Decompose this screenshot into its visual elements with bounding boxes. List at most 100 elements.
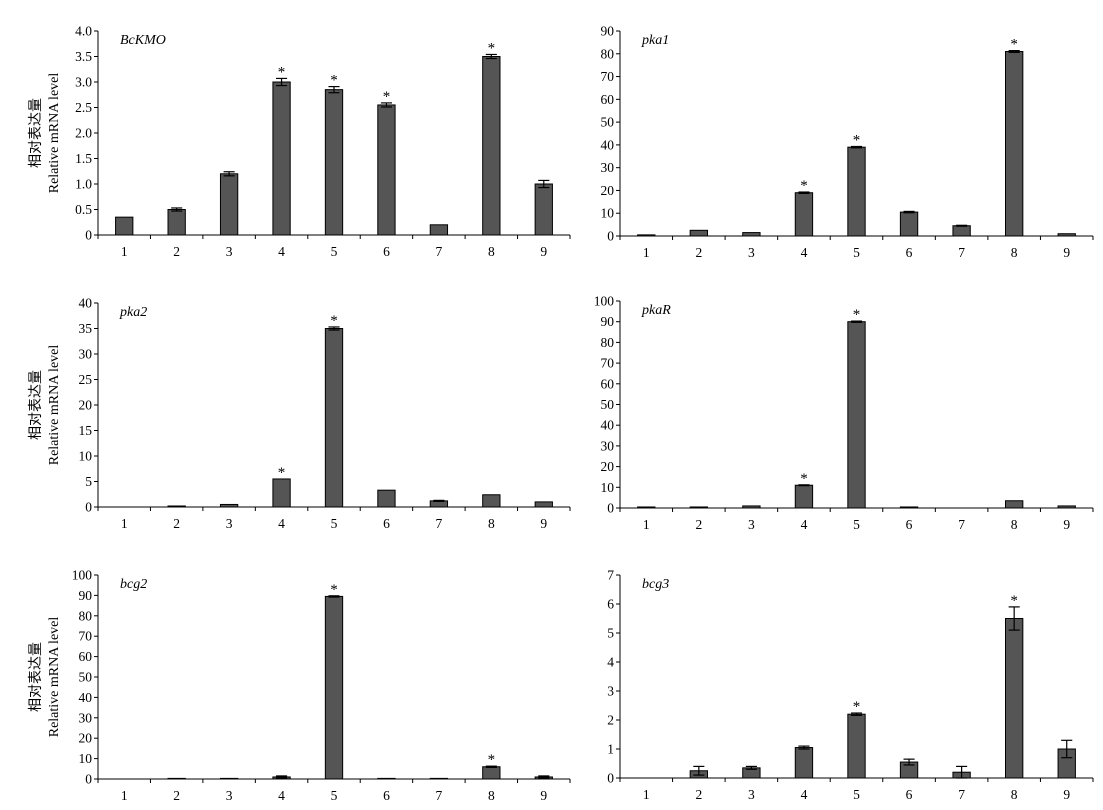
significance-marker: *	[1010, 593, 1018, 609]
x-tick-label: 4	[278, 516, 285, 531]
x-tick-label: 6	[383, 516, 390, 531]
y-tick-label: 80	[601, 46, 615, 61]
y-tick-label: 10	[601, 206, 615, 221]
x-tick-label: 9	[540, 516, 547, 531]
significance-marker: *	[488, 752, 496, 768]
bar-BcKMO-2	[167, 209, 186, 236]
bar-BcKMO-1	[115, 216, 134, 236]
y-tick-label: 1	[607, 742, 614, 757]
y-tick-label: 30	[79, 710, 93, 725]
significance-marker: *	[1010, 37, 1018, 53]
x-tick-label: 1	[643, 787, 650, 802]
x-tick-label: 2	[173, 788, 180, 803]
y-tick-label: 20	[601, 459, 615, 474]
bar-pkaR-8	[1004, 500, 1024, 509]
bar-pka1-5	[847, 146, 866, 237]
significance-marker: *	[278, 64, 286, 80]
bar-pka1-6	[899, 211, 919, 237]
y-tick-label: 0.5	[75, 202, 92, 217]
y-axis-label: 相对表达量 Relative mRNA level	[28, 345, 62, 466]
bar-BcKMO-8	[482, 56, 501, 236]
x-tick-label: 2	[173, 244, 180, 259]
x-tick-label: 2	[695, 517, 702, 532]
y-axis-label-en: Relative mRNA level	[47, 345, 62, 466]
x-tick-label: 5	[331, 788, 338, 803]
x-tick-label: 2	[695, 245, 702, 260]
x-tick-label: 3	[748, 517, 755, 532]
y-tick-label: 60	[601, 92, 615, 107]
x-tick-label: 7	[958, 245, 965, 260]
y-tick-label: 10	[601, 480, 615, 495]
y-tick-label: 4	[607, 655, 614, 670]
significance-marker: *	[488, 40, 496, 56]
y-tick-label: 0	[607, 229, 614, 244]
y-tick-label: 25	[79, 372, 93, 387]
y-tick-label: 0	[85, 228, 92, 243]
bar-pkaR-9	[1057, 505, 1076, 509]
y-tick-label: 70	[601, 69, 615, 84]
panel-title: BcKMO	[120, 33, 166, 48]
y-tick-label: 90	[601, 314, 615, 329]
x-tick-label: 1	[643, 517, 650, 532]
y-axis-label-cn: 相对表达量	[28, 370, 44, 440]
bar-pka1-3	[742, 232, 761, 237]
bar-pkaR-3	[742, 505, 761, 509]
y-tick-label: 2	[607, 713, 614, 728]
x-tick-label: 5	[853, 787, 860, 802]
y-tick-label: 30	[601, 160, 615, 175]
y-axis-label-cn: 相对表达量	[28, 642, 44, 712]
y-axis-label-en: Relative mRNA level	[47, 617, 62, 738]
significance-marker: *	[853, 699, 861, 715]
bar-bcg2-5	[324, 595, 344, 780]
x-tick-label: 4	[278, 788, 285, 803]
y-tick-label: 100	[72, 568, 93, 583]
x-tick-label: 6	[383, 244, 390, 259]
y-tick-label: 0	[607, 501, 614, 516]
y-tick-label: 10	[79, 751, 93, 766]
y-tick-label: 20	[601, 183, 615, 198]
y-tick-label: 3.5	[75, 49, 92, 64]
bar-pkaR-4	[794, 484, 814, 509]
y-tick-label: 6	[607, 597, 614, 612]
significance-marker: *	[800, 471, 808, 487]
bar-pka1-9	[1057, 233, 1076, 237]
bar-bcg3-5	[847, 713, 866, 779]
x-tick-label: 1	[121, 516, 128, 531]
y-axis-label-cn: 相对表达量	[28, 98, 44, 168]
bar-pkaR-1	[637, 506, 656, 509]
y-tick-label: 100	[594, 294, 615, 309]
bar-bcg2-6	[377, 777, 396, 780]
y-tick-label: 40	[79, 296, 93, 311]
x-tick-label: 9	[1063, 245, 1070, 260]
significance-marker: *	[330, 73, 338, 89]
x-tick-label: 5	[331, 244, 338, 259]
significance-marker: *	[383, 89, 391, 105]
significance-marker: *	[278, 465, 286, 481]
x-tick-label: 9	[540, 788, 547, 803]
y-tick-label: 60	[79, 649, 93, 664]
bar-pkaR-6	[899, 506, 919, 509]
y-tick-label: 70	[79, 629, 93, 644]
y-tick-label: 4.0	[75, 24, 92, 39]
y-tick-label: 0	[85, 772, 92, 787]
x-tick-label: 7	[436, 516, 443, 531]
y-axis-label-en: Relative mRNA level	[47, 73, 62, 194]
panel-title: pkaR	[641, 303, 671, 318]
bar-bcg2-2	[167, 777, 186, 780]
x-tick-label: 3	[748, 245, 755, 260]
y-tick-label: 35	[79, 321, 93, 336]
y-tick-label: 0	[607, 771, 614, 786]
x-tick-label: 6	[383, 788, 390, 803]
x-tick-label: 9	[1063, 517, 1070, 532]
y-tick-label: 40	[601, 137, 615, 152]
x-tick-label: 7	[958, 787, 965, 802]
y-axis-label: 相对表达量 Relative mRNA level	[28, 617, 62, 738]
bar-BcKMO-9	[534, 183, 553, 236]
y-tick-label: 80	[601, 335, 615, 350]
bar-pka2-5	[324, 328, 344, 508]
bar-pka2-9	[534, 501, 553, 508]
x-tick-label: 1	[121, 788, 128, 803]
y-tick-label: 3	[607, 684, 614, 699]
y-tick-label: 40	[601, 418, 615, 433]
